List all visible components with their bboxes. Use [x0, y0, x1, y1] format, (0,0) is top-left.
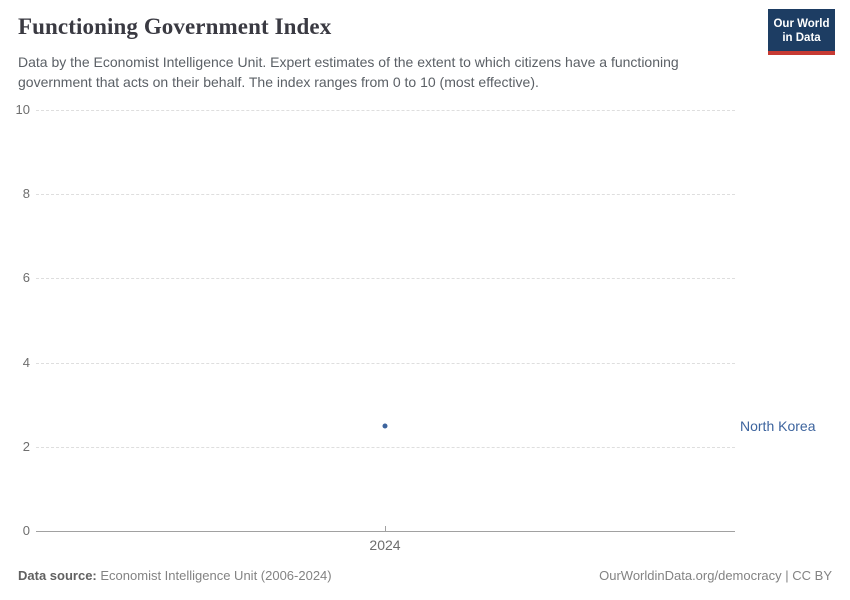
x-axis-tick-mark: [385, 526, 386, 531]
y-axis-tick-label: 6: [22, 270, 30, 285]
data-source-value: Economist Intelligence Unit (2006-2024): [100, 568, 332, 583]
data-source-label: Data source:: [18, 568, 97, 583]
owid-logo[interactable]: Our World in Data: [768, 9, 835, 55]
y-axis-tick-label: 0: [22, 523, 30, 538]
gridline: [36, 278, 735, 279]
x-axis-line: [36, 531, 735, 532]
entity-label[interactable]: North Korea: [740, 418, 816, 434]
x-axis-tick-label: 2024: [369, 537, 401, 553]
gridline: [36, 363, 735, 364]
gridline: [36, 447, 735, 448]
chart-footer: Data source: Economist Intelligence Unit…: [18, 568, 832, 583]
data-source: Data source: Economist Intelligence Unit…: [18, 568, 332, 583]
gridline: [36, 194, 735, 195]
y-axis-tick-label: 2: [22, 439, 30, 454]
owid-logo-line2: in Data: [782, 32, 821, 44]
y-axis-tick-label: 8: [22, 186, 30, 201]
chart-subtitle: Data by the Economist Intelligence Unit.…: [18, 54, 679, 91]
data-point[interactable]: [382, 423, 388, 429]
y-axis-tick-label: 10: [15, 102, 30, 117]
page-title: Functioning Government Index: [18, 14, 332, 39]
gridline: [36, 110, 735, 111]
owid-logo-line1: Our World: [773, 18, 830, 30]
y-axis-tick-label: 4: [22, 355, 30, 370]
attribution-link[interactable]: OurWorldinData.org/democracy | CC BY: [599, 568, 832, 583]
